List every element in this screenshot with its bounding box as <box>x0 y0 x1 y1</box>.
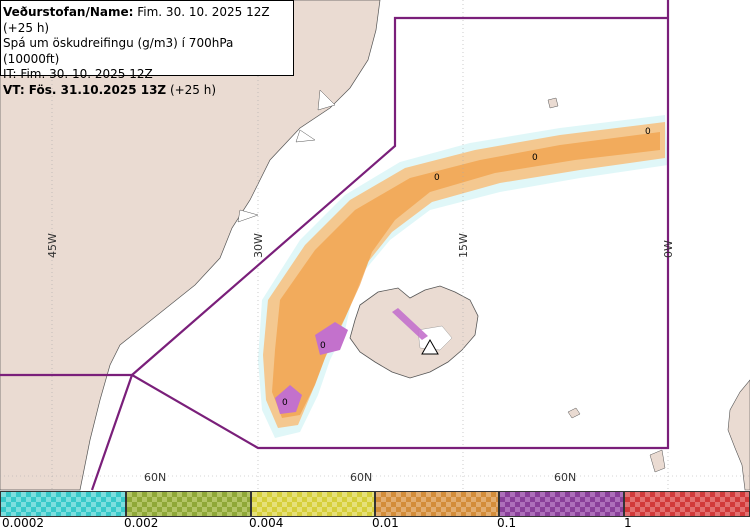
legend-tick: 0.1 <box>497 516 517 530</box>
info-line-name: Veðurstofan/Name: Fim. 30. 10. 2025 12Z … <box>3 5 291 36</box>
region-boundary <box>0 0 670 491</box>
norway-coast <box>727 379 750 491</box>
info-line-valid-time: VT: Fös. 31.10.2025 13Z (+25 h) <box>3 83 291 99</box>
legend-tick: 1 <box>624 516 632 530</box>
greenland-landmass <box>0 0 381 491</box>
lat-label: 60N <box>144 471 166 484</box>
legend-tick: 0.002 <box>124 516 159 530</box>
legend-tick: 0.01 <box>372 516 399 530</box>
ash-plume-mid <box>272 132 660 418</box>
legend-segment-4 <box>375 491 499 517</box>
lon-label: 30W <box>252 233 265 258</box>
lat-label: 60N <box>554 471 576 484</box>
legend-segment-5 <box>499 491 624 517</box>
forecast-info-box: Veðurstofan/Name: Fim. 30. 10. 2025 12Z … <box>0 0 294 97</box>
info-valid-label: VT: Fös. 31.10.2025 13Z <box>3 82 167 97</box>
legend-segment-6 <box>624 491 750 517</box>
info-name-value: Fim. 30. 10. 2025 12Z (+25 h) <box>3 5 270 35</box>
lon-label: 15W <box>457 233 470 258</box>
volcano-icon <box>421 338 439 355</box>
plume-marker: 0 <box>320 341 326 351</box>
lon-label: 45W <box>46 233 59 258</box>
shetland-islands <box>649 449 666 473</box>
info-name-label: Veðurstofan/Name: <box>3 5 134 19</box>
ash-plume <box>258 115 668 438</box>
info-valid-value: (+25 h) <box>166 82 217 97</box>
legend-segment-3 <box>251 491 375 517</box>
small-island <box>547 97 559 109</box>
ash-plume-high-tail <box>275 385 302 414</box>
lon-label: 0W <box>662 240 675 258</box>
info-line-issue-time: IT: Fim. 30. 10. 2025 12Z <box>3 67 153 81</box>
legend-segment-1 <box>0 491 126 517</box>
lat-label: 60N <box>350 471 372 484</box>
plume-marker: 0 <box>532 153 538 163</box>
ash-plume-high-core <box>315 322 348 355</box>
legend-tick: 0.004 <box>249 516 284 530</box>
vatnajokull-glacier <box>417 325 453 351</box>
legend-tick: 0.0002 <box>2 516 44 530</box>
ash-plume-origin-streak <box>392 308 428 340</box>
ash-plume-low <box>263 122 665 428</box>
faroe-islands <box>567 407 581 419</box>
concentration-legend <box>0 491 750 517</box>
legend-segment-2 <box>126 491 251 517</box>
plume-marker: 0 <box>645 127 651 137</box>
plume-marker: 0 <box>282 398 288 408</box>
plume-marker: 0 <box>434 173 440 183</box>
greenland-fjords <box>237 89 336 223</box>
info-line-description: Spá um öskudreifingu (g/m3) í 700hPa (10… <box>3 36 234 66</box>
